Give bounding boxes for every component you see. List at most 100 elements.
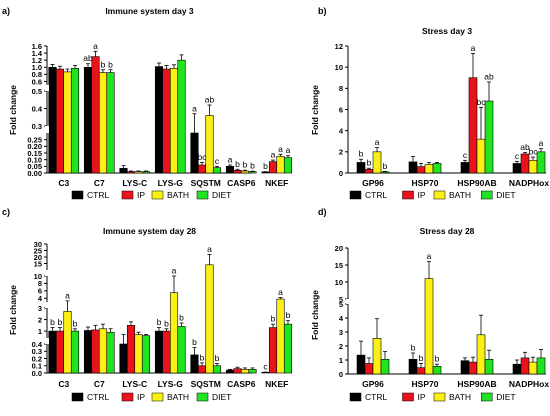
bar bbox=[356, 162, 366, 174]
bar bbox=[468, 361, 478, 375]
legend-label: CTRL bbox=[365, 392, 387, 402]
bar bbox=[197, 164, 207, 174]
legend-label: IP bbox=[418, 190, 426, 200]
significance-letter: a bbox=[228, 155, 233, 165]
significance-letter: b bbox=[215, 353, 220, 363]
significance-letter: ab bbox=[520, 142, 530, 152]
chart-title: Stress day 3 bbox=[422, 26, 472, 36]
y-axis-label: Fold change bbox=[8, 85, 18, 135]
bar bbox=[55, 330, 65, 374]
significance-letter: c bbox=[463, 150, 468, 160]
bar bbox=[48, 66, 57, 174]
x-tick-label: LYS-G bbox=[158, 178, 184, 188]
y-axis-label: Fold change bbox=[310, 85, 320, 135]
y-tick-label: 1.6 bbox=[32, 42, 42, 51]
y-tick-label: 0.00 bbox=[27, 169, 42, 178]
significance-letter: b bbox=[435, 354, 440, 364]
legend-swatch bbox=[121, 392, 134, 402]
bar bbox=[134, 171, 143, 174]
significance-letter: b bbox=[108, 59, 113, 69]
y-tick-label: 2 bbox=[339, 342, 343, 351]
bar bbox=[283, 157, 293, 174]
y-tick-label: 0.10 bbox=[27, 155, 42, 164]
significance-letter: bc bbox=[477, 97, 487, 107]
significance-letter: a bbox=[278, 144, 283, 154]
bar bbox=[141, 335, 151, 374]
legend-label: CTRL bbox=[87, 190, 109, 200]
axis-break bbox=[45, 302, 49, 308]
x-tick-label: HSP90AB bbox=[457, 178, 496, 188]
bar bbox=[91, 56, 100, 174]
bar bbox=[268, 327, 278, 374]
x-tick-label: SQSTM bbox=[191, 178, 221, 188]
axis-break bbox=[45, 85, 49, 91]
bar bbox=[484, 358, 494, 375]
y-tick-label: 0.2 bbox=[32, 354, 42, 363]
x-tick-label: GP96 bbox=[362, 379, 384, 389]
x-tick-label: NADPHox bbox=[509, 379, 549, 389]
significance-letter: a bbox=[65, 290, 70, 300]
significance-letter: ab bbox=[83, 53, 93, 63]
significance-letter: a bbox=[375, 137, 380, 147]
bar bbox=[83, 66, 93, 174]
y-tick-label: 1.0 bbox=[32, 63, 42, 72]
chart-panel: b) Stress day 3 Fold change 0 2 4 6 8 10 12 GP96 HS… bbox=[310, 6, 549, 200]
axis-break bbox=[45, 126, 49, 133]
y-tick-label: 0.20 bbox=[27, 142, 42, 151]
x-tick-label: CASP6 bbox=[227, 178, 256, 188]
bar bbox=[520, 153, 530, 174]
legend-label: DIET bbox=[496, 392, 515, 402]
y-tick-label: 4 bbox=[339, 314, 344, 323]
y-tick-label: 8 bbox=[339, 84, 343, 93]
bar bbox=[261, 171, 270, 174]
legend-swatch bbox=[481, 392, 493, 402]
bar bbox=[476, 138, 486, 174]
x-tick-label: C3 bbox=[58, 178, 69, 188]
y-tick-label: 1 bbox=[38, 327, 42, 336]
bar bbox=[205, 115, 214, 174]
significance-letter: a bbox=[192, 103, 197, 113]
x-tick-label: HSP90AB bbox=[457, 379, 496, 389]
legend-label: IP bbox=[418, 392, 426, 402]
bar bbox=[240, 369, 250, 374]
y-tick-label: 20 bbox=[34, 253, 42, 262]
bar bbox=[416, 166, 426, 174]
bar bbox=[205, 264, 214, 374]
bar bbox=[484, 100, 494, 174]
significance-letter: ab bbox=[205, 95, 215, 105]
bar bbox=[63, 71, 72, 174]
chart-title: Immune system day 3 bbox=[105, 6, 194, 16]
bar bbox=[380, 171, 390, 174]
bar bbox=[83, 330, 93, 374]
bar bbox=[106, 331, 115, 374]
axis-break bbox=[346, 299, 350, 304]
bar bbox=[432, 163, 442, 174]
significance-letter: c bbox=[263, 362, 268, 372]
significance-letter: a bbox=[93, 41, 98, 51]
bar bbox=[55, 68, 65, 174]
x-tick-label: LYS-G bbox=[158, 379, 184, 389]
x-tick-label: LYS-C bbox=[122, 178, 147, 188]
legend-label: CTRL bbox=[365, 190, 387, 200]
significance-letter: a bbox=[539, 138, 544, 148]
bar bbox=[276, 156, 285, 174]
bar bbox=[177, 326, 186, 374]
y-tick-label: 25 bbox=[34, 246, 42, 255]
y-tick-label: 0 bbox=[339, 169, 343, 178]
legend-label: BATH bbox=[449, 190, 471, 200]
y-tick-label: 5 bbox=[339, 295, 343, 304]
bar bbox=[460, 162, 470, 174]
y-tick-label: 5 bbox=[339, 300, 343, 309]
y-tick-label: 6 bbox=[339, 105, 343, 114]
legend-swatch bbox=[433, 190, 446, 200]
significance-letter: b bbox=[192, 337, 197, 347]
significance-letter: b bbox=[164, 318, 169, 328]
y-tick-label: 0 bbox=[339, 370, 343, 379]
y-tick-label: 12 bbox=[335, 42, 343, 51]
bar bbox=[372, 151, 382, 174]
panel-label: a) bbox=[2, 6, 10, 16]
axis-break bbox=[45, 338, 49, 344]
x-tick-label: C7 bbox=[94, 178, 105, 188]
y-tick-label: 0.6 bbox=[32, 77, 42, 86]
